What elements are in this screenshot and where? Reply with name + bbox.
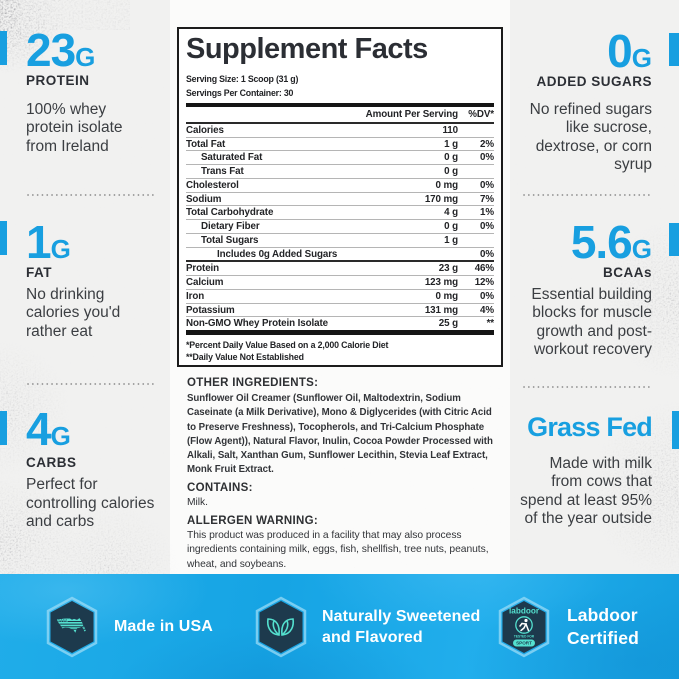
svg-text:labdoor: labdoor <box>509 606 540 615</box>
facts-header-dv: %DV* <box>468 108 494 120</box>
facts-row-saturated-fat: Saturated Fat 0 g 0% <box>186 150 494 164</box>
facts-row-whey-isolate: Non-GMO Whey Protein Isolate 25 g ** <box>186 316 494 330</box>
stat-protein-unit: G <box>75 42 96 72</box>
dotted-divider <box>27 383 155 385</box>
stat-sugars-description: No refined sugars like sucrose, dextrose… <box>529 100 652 174</box>
facts-row-iron: Iron 0 mg 0% <box>186 288 494 302</box>
other-ingredients-heading: OTHER INGREDIENTS: <box>187 377 319 389</box>
grass-fed-description: Made with milk from cows that spend at l… <box>520 454 652 528</box>
stat-protein-label: PROTEIN <box>26 73 90 88</box>
stat-fat-value: 1G <box>26 216 71 268</box>
facts-footnote-dv: *Percent Daily Value Based on a 2,000 Ca… <box>186 340 389 351</box>
stat-bcaas-description: Essential building blocks for muscle gro… <box>531 285 652 359</box>
facts-row-dietary-fiber: Dietary Fiber 0 g 0% <box>186 219 494 233</box>
rule-thick-bottom <box>186 330 494 336</box>
labdoor-logo-icon: labdoor TESTED FOR SPORT <box>498 596 550 657</box>
stat-fat-label: FAT <box>26 264 52 280</box>
crop-fragment-right-2 <box>669 223 679 256</box>
bottom-banner: Made in USA Naturally Sweetened and Flav… <box>0 574 679 679</box>
grass-fed-heading: Grass Fed <box>527 412 653 442</box>
badge-made-in-usa-label: Made in USA <box>114 618 213 635</box>
crop-fragment-left-1 <box>0 31 7 65</box>
stat-protein-value: 23G <box>26 24 96 76</box>
stat-bcaas-value: 5.6G <box>570 216 652 268</box>
servings-per-container: Servings Per Container: 30 <box>186 88 294 99</box>
allergen-warning-heading: ALLERGEN WARNING: <box>187 514 318 527</box>
usa-map-icon <box>46 596 98 657</box>
other-ingredients-text: Sunflower Oil Creamer (Sunflower Oil, Ma… <box>187 393 493 476</box>
badge-made-in-usa: Made in USA <box>43 574 213 679</box>
facts-footnote-not-established: **Daily Value Not Established <box>186 352 304 363</box>
crop-fragment-right-3 <box>672 411 679 449</box>
ingredients-section: OTHER INGREDIENTS: Sunflower Oil Creamer… <box>187 377 503 572</box>
badge-naturally-sweetened: Naturally Sweetened and Flavored <box>252 574 480 679</box>
badge-naturally-sweetened-label: Naturally Sweetened and Flavored <box>322 607 481 646</box>
leaves-icon <box>255 596 307 657</box>
facts-row-cholesterol: Cholesterol 0 mg 0% <box>186 177 494 191</box>
crop-fragment-left-2 <box>0 221 7 255</box>
facts-table: Amount Per Serving %DV* Calories 110 Tota… <box>186 107 494 330</box>
stat-sugars-unit: G <box>631 43 652 73</box>
stat-carbs-unit: G <box>50 421 71 451</box>
facts-row-total-sugars: Total Sugars 1 g <box>186 232 494 247</box>
facts-row-total-carbohydrate: Total Carbohydrate 4 g 1% <box>186 205 494 219</box>
facts-row-calcium: Calcium 123 mg 12% <box>186 275 494 289</box>
stat-bcaas-unit: G <box>631 234 652 264</box>
stat-fat-description: No drinking calories you'd rather eat <box>26 285 121 340</box>
dotted-divider <box>27 194 155 196</box>
stat-sugars-value: 0G <box>607 25 652 77</box>
rule-thick-top <box>186 102 494 107</box>
facts-title: Supplement Facts <box>186 32 428 65</box>
stat-carbs-value: 4G <box>26 403 71 455</box>
supplement-facts-panel: Supplement Facts Serving Size: 1 Scoop (… <box>177 27 503 367</box>
stat-carbs-description: Perfect for controlling calories and car… <box>26 476 155 531</box>
facts-row-protein: Protein 23 g 46% <box>186 260 494 275</box>
svg-text:TESTED FOR: TESTED FOR <box>514 634 535 638</box>
svg-text:SPORT: SPORT <box>516 640 532 645</box>
facts-row-total-fat: Total Fat 1 g 2% <box>186 136 494 150</box>
facts-row-calories: Calories 110 <box>186 121 494 137</box>
badge-labdoor-certified-label: Labdoor Certified <box>567 605 639 648</box>
facts-row-sodium: Sodium 170 mg 7% <box>186 191 494 205</box>
stat-bcaas-label: BCAAs <box>602 264 652 280</box>
badge-labdoor-certified: labdoor TESTED FOR SPORT Labdoor Certifi… <box>495 574 639 679</box>
facts-header-row: Amount Per Serving %DV* <box>186 107 494 122</box>
right-stats-column: 0G ADDED SUGARS No refined sugars like s… <box>516 0 653 574</box>
crop-fragment-left-3 <box>0 411 7 445</box>
stat-fat-unit: G <box>50 234 71 264</box>
contains-text: Milk. <box>187 497 208 509</box>
facts-row-potassium: Potassium 131 mg 4% <box>186 302 494 316</box>
left-stats-column: 23G PROTEIN 100% whey protein isolate fr… <box>26 0 158 574</box>
stat-sugars-label: ADDED SUGARS <box>536 74 652 89</box>
dotted-divider <box>523 386 651 388</box>
crop-fragment-right-1 <box>669 33 679 66</box>
stat-protein-description: 100% whey protein isolate from Ireland <box>26 100 123 155</box>
facts-header-amount: Amount Per Serving <box>365 108 458 120</box>
contains-heading: CONTAINS: <box>187 481 253 494</box>
facts-row-trans-fat: Trans Fat 0 g <box>186 164 494 178</box>
facts-row-added-sugars: Includes 0g Added Sugars 0% <box>186 246 494 261</box>
stat-carbs-label: CARBS <box>26 454 77 470</box>
dotted-divider <box>523 194 651 196</box>
serving-size: Serving Size: 1 Scoop (31 g) <box>186 73 299 84</box>
allergen-warning-text: This product was produced in a facility … <box>187 530 489 570</box>
